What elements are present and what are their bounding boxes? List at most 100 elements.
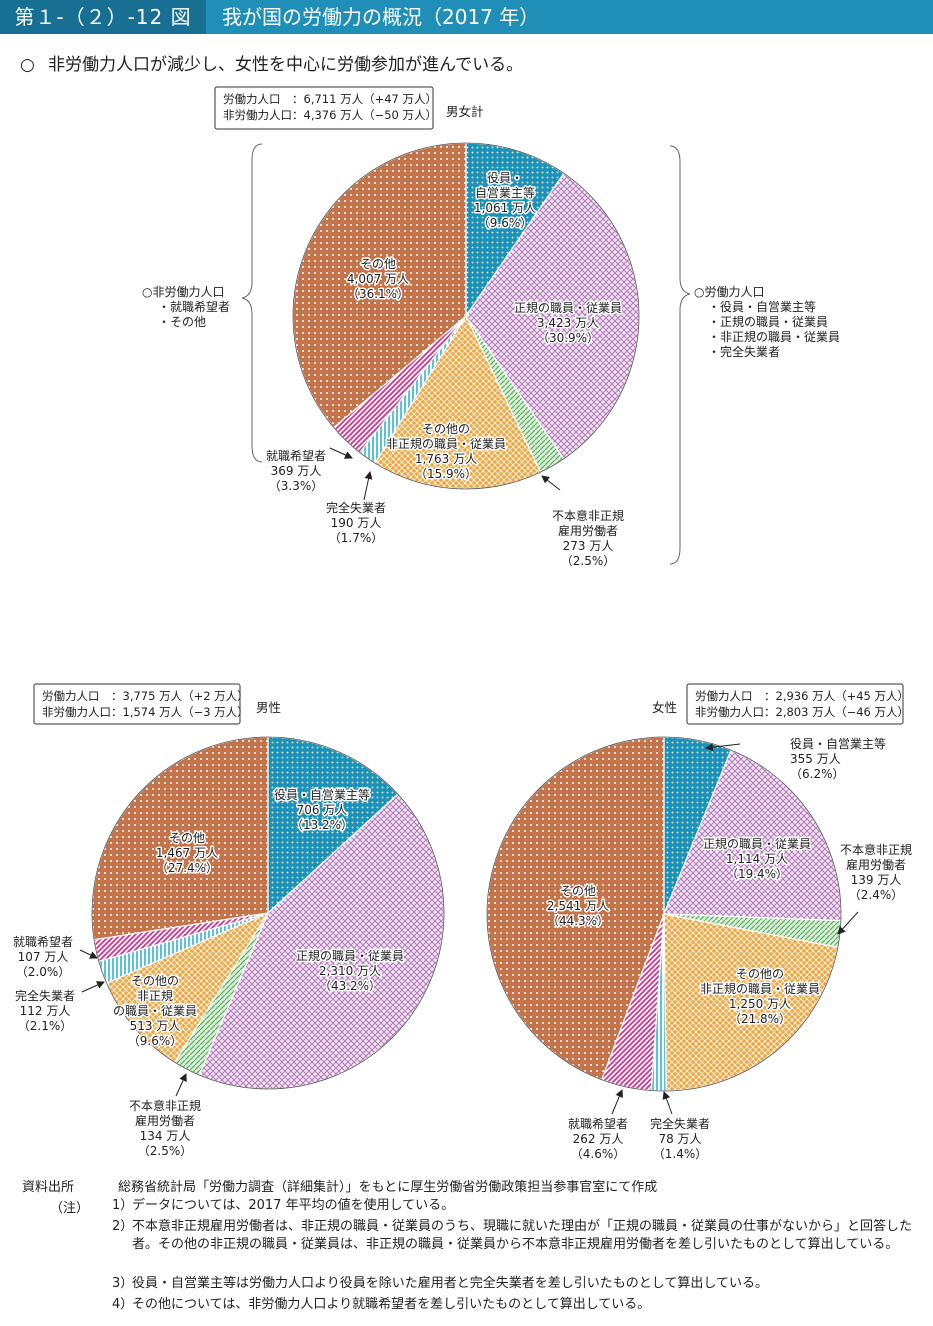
slice-label-2-1: （19.4%）: [726, 867, 788, 881]
group-label-left: ・就職希望者: [158, 299, 230, 314]
note-number: 2）: [112, 1219, 134, 1234]
slice-label-2-4: 78 万人: [658, 1132, 701, 1146]
slice-label-0-3: （15.9%）: [415, 467, 477, 481]
slice-label-1-0: 706 万人: [297, 803, 348, 817]
source-text: 総務省統計局「労働力調査（詳細集計）」をもとに厚生労働省労働政策担当参事官室にて…: [118, 1180, 658, 1195]
slice-label-0-1: 3,423 万人: [537, 316, 599, 330]
group-label-right: ・役員・自営業主等: [708, 299, 816, 314]
info-line: 労働力人口 ：6,711 万人（+47 万人）: [223, 92, 437, 106]
slice-label-1-4: 112 万人: [20, 1004, 71, 1018]
group-label-right: ・非正規の職員・従業員: [708, 329, 840, 344]
leader-arrow: [79, 949, 98, 959]
slice-label-2-2: （2.4%）: [849, 888, 904, 902]
leader-arrow: [175, 1073, 187, 1097]
chart-title: 男女計: [446, 104, 484, 119]
group-label-right: ・正規の職員・従業員: [708, 314, 828, 329]
slice-label-1-3: 非正規: [137, 988, 173, 1003]
slice-label-0-0: 1,061 万人: [474, 201, 536, 215]
info-line: 労働力人口 ：3,775 万人（+2 万人）: [42, 689, 249, 703]
slice-label-2-3: その他の: [736, 967, 784, 981]
note-text: データについては、2017 年平均の値を使用している。: [132, 1198, 455, 1213]
figure-title: 我が国の労働力の概況（2017 年）: [222, 5, 540, 29]
note-text: 不本意非正規雇用労働者は、非正規の職員・従業員のうち、現職に就いた理由が「正規の…: [132, 1219, 913, 1252]
slice-label-2-4: 完全失業者: [650, 1116, 710, 1131]
slice-label-1-3: （9.6%）: [128, 1034, 183, 1048]
info-box: [214, 86, 434, 130]
slice-label-1-3: 513 万人: [130, 1019, 181, 1033]
leader-arrow: [541, 475, 561, 491]
slice-label-0-6: その他: [360, 257, 396, 271]
slice-label-1-2: 雇用労働者: [135, 1113, 195, 1128]
subtitle-mark: ○: [20, 55, 35, 75]
chart-title: 男性: [256, 700, 281, 715]
note-number: 3）: [112, 1276, 134, 1291]
slice-label-2-2: 139 万人: [851, 873, 902, 887]
slice-label-0-0: （9.6%）: [478, 216, 533, 230]
leader-arrow: [329, 447, 353, 459]
slice-label-1-2: （2.5%）: [138, 1144, 193, 1158]
info-line: 労働力人口 ：2,936 万人（+45 万人）: [695, 689, 909, 703]
slice-label-0-4: 完全失業者: [326, 500, 386, 515]
slice-label-1-5: 107 万人: [18, 950, 69, 964]
slice-label-0-6: 4,007 万人: [347, 272, 409, 286]
slice-label-2-0: （6.2%）: [790, 767, 845, 781]
note-text: 役員・自営業主等は労働力人口より役員を除いた雇用者と完全失業者を差し引いたものと…: [132, 1276, 768, 1291]
slice-label-0-5: 369 万人: [271, 464, 322, 478]
slice-label-0-3: 1,763 万人: [415, 452, 477, 466]
slice-label-2-1: 正規の職員・従業員: [703, 836, 811, 851]
info-line: 非労働力人口：2,803 万人（−46 万人）: [695, 705, 909, 719]
pie-outline: [91, 736, 445, 1090]
slice-label-2-3: 非正規の職員・従業員: [700, 981, 820, 996]
source-label: 資料出所: [22, 1180, 75, 1195]
slice-label-2-0: 355 万人: [790, 752, 841, 766]
group-label-left: ○非労働力人口: [142, 285, 224, 299]
note-text: その他については、非労働力人口より就職希望者を差し引いたものとして算出している。: [132, 1297, 651, 1312]
slice-label-1-1: （43.2%）: [319, 979, 381, 993]
note-number: 4）: [112, 1297, 134, 1312]
slice-label-0-0: 自営業主等: [475, 186, 535, 200]
slice-label-0-4: 190 万人: [331, 516, 382, 530]
left-brace: [241, 143, 263, 463]
notes-label: （注）: [50, 1201, 90, 1216]
slice-label-2-6: その他: [560, 884, 596, 898]
slice-label-1-6: 1,467 万人: [156, 846, 218, 860]
slice-label-1-2: 不本意非正規: [129, 1098, 201, 1113]
slice-label-1-0: 役員・自営業主等: [274, 787, 370, 802]
slice-label-0-0: 役員・: [487, 170, 523, 185]
subtitle: ○ 非労働力人口が減少し、女性を中心に労働参加が進んでいる。: [20, 50, 523, 75]
slice-label-0-5: 就職希望者: [266, 448, 326, 463]
slice-label-1-0: （13.2%）: [291, 818, 353, 832]
leader-arrow: [363, 471, 373, 501]
slice-label-2-5: 262 万人: [573, 1132, 624, 1146]
slice-label-0-3: 非正規の職員・従業員: [386, 436, 506, 451]
slice-label-1-6: その他: [169, 831, 205, 845]
slice-label-0-2: 雇用労働者: [558, 523, 618, 538]
slice-label-2-1: 1,114 万人: [726, 852, 788, 866]
info-box: [33, 683, 241, 725]
slice-label-1-3: の職員・従業員: [113, 1004, 197, 1018]
chart-title: 女性: [652, 700, 677, 715]
info-box: [686, 683, 904, 725]
slice-label-2-5: 就職希望者: [568, 1116, 628, 1131]
slice-label-0-5: （3.3%）: [269, 479, 324, 493]
leader-arrow: [662, 1091, 673, 1115]
slice-label-2-6: （44.3%）: [547, 914, 609, 928]
right-brace: [669, 145, 691, 565]
slice-label-0-1: 正規の職員・従業員: [514, 300, 622, 315]
slice-label-2-3: （21.8%）: [729, 1012, 791, 1026]
slice-label-2-3: 1,250 万人: [729, 997, 791, 1011]
slice-label-2-2: 不本意非正規: [840, 842, 912, 857]
slice-label-1-1: 2,310 万人: [319, 964, 381, 978]
leader-arrow: [611, 1089, 623, 1115]
slice-label-2-2: 雇用労働者: [846, 857, 906, 872]
leader-arrow: [837, 911, 859, 935]
info-line: 非労働力人口：4,376 万人（−50 万人）: [223, 108, 437, 122]
group-label-right: ・完全失業者: [708, 344, 780, 359]
note-number: 1）: [112, 1198, 134, 1213]
slice-label-2-6: 2,541 万人: [547, 899, 609, 913]
slice-label-1-6: （27.4%）: [156, 861, 218, 875]
